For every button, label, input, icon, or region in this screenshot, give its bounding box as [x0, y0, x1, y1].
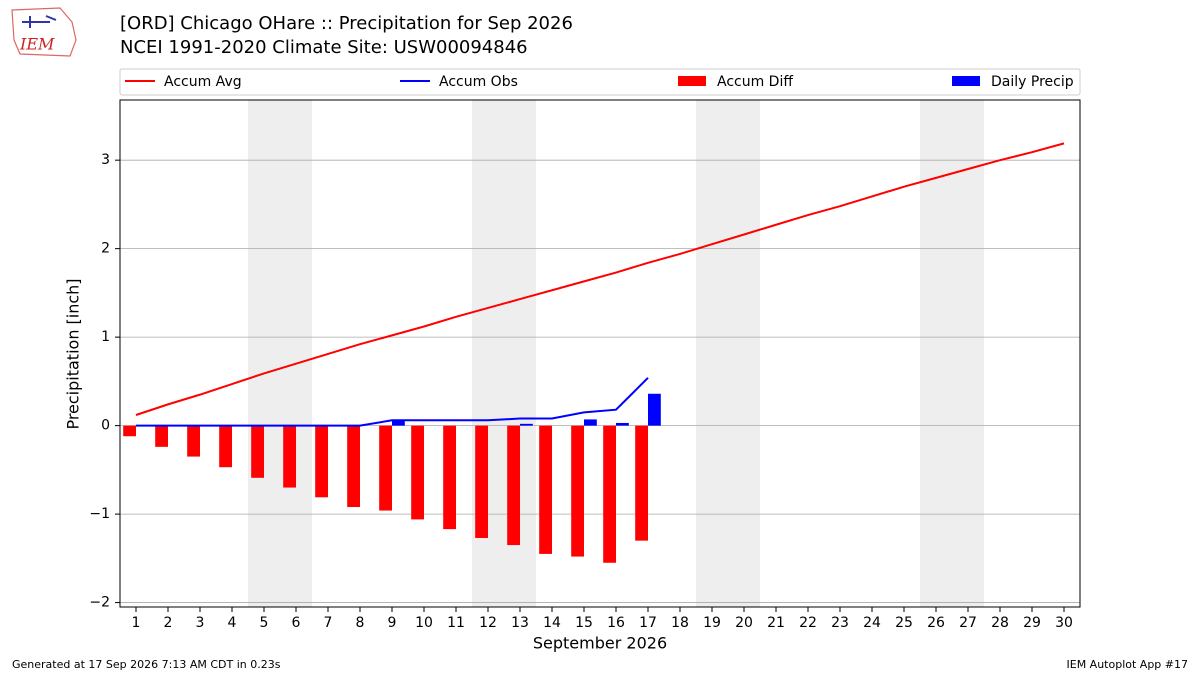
- bar: [187, 425, 200, 457]
- legend-label: Daily Precip: [991, 74, 1074, 90]
- x-tick-label: 17: [639, 615, 657, 631]
- y-tick-label: 2: [101, 241, 110, 257]
- logo-text: IEM: [19, 35, 55, 54]
- x-tick-label: 22: [799, 615, 817, 631]
- x-tick-label: 2: [164, 615, 173, 631]
- line: [136, 377, 649, 427]
- x-tick-label: 25: [895, 615, 913, 631]
- x-tick-label: 3: [196, 615, 205, 631]
- x-tick-label: 12: [479, 615, 497, 631]
- x-tick-label: 24: [863, 615, 881, 631]
- bar: [347, 425, 360, 508]
- bar: [392, 420, 405, 426]
- x-tick-label: 28: [991, 615, 1009, 631]
- bar: [648, 393, 661, 426]
- legend-label: Accum Diff: [717, 74, 793, 90]
- x-tick-label: 1: [132, 615, 141, 631]
- bar: [379, 425, 392, 511]
- footer-left: Generated at 17 Sep 2026 7:13 AM CDT in …: [12, 658, 281, 671]
- x-tick-label: 27: [959, 615, 977, 631]
- legend-label: Accum Avg: [164, 74, 242, 90]
- x-tick-label: 21: [767, 615, 785, 631]
- weekend-shade: [920, 100, 984, 607]
- bar: [616, 422, 629, 426]
- x-tick-label: 10: [415, 615, 433, 631]
- chart-title: [ORD] Chicago OHare :: Precipitation for…: [120, 13, 573, 34]
- x-tick-label: 19: [703, 615, 721, 631]
- bar: [635, 425, 648, 541]
- y-tick-label: 0: [101, 418, 110, 434]
- bar: [155, 425, 168, 447]
- bar: [475, 425, 488, 538]
- y-tick-label: 1: [101, 329, 110, 345]
- plot-frame: [119, 99, 1081, 608]
- chart-subtitle: NCEI 1991-2020 Climate Site: USW00094846: [120, 37, 528, 58]
- bar: [123, 425, 136, 437]
- x-tick-label: 4: [228, 615, 237, 631]
- x-tick-label: 18: [671, 615, 689, 631]
- bar: [283, 425, 296, 488]
- x-tick-label: 7: [324, 615, 333, 631]
- bar: [571, 425, 584, 557]
- y-tick-label: 3: [101, 152, 110, 168]
- bar: [507, 425, 520, 546]
- x-tick-label: 16: [607, 615, 625, 631]
- footer-right: IEM Autoplot App #17: [1067, 658, 1189, 671]
- bar: [315, 425, 328, 498]
- x-tick-label: 6: [292, 615, 301, 631]
- legend: [119, 68, 1081, 96]
- bar: [443, 425, 456, 530]
- x-tick-label: 15: [575, 615, 593, 631]
- x-tick-label: 5: [260, 615, 269, 631]
- y-tick-label: −2: [89, 595, 110, 611]
- weekend-shade: [696, 100, 760, 607]
- x-tick-label: 9: [388, 615, 397, 631]
- y-tick-label: −1: [89, 506, 110, 522]
- x-tick-label: 11: [447, 615, 465, 631]
- x-tick-label: 14: [543, 615, 561, 631]
- bar: [539, 425, 552, 554]
- y-axis-label: Precipitation [inch]: [64, 278, 83, 429]
- x-tick-label: 30: [1055, 615, 1073, 631]
- logo: IEM: [11, 7, 77, 57]
- line: [135, 142, 1065, 416]
- bar: [520, 423, 533, 426]
- bar: [603, 425, 616, 563]
- bar: [411, 425, 424, 520]
- legend-swatch: [952, 76, 980, 86]
- x-tick-label: 13: [511, 615, 529, 631]
- x-tick-label: 23: [831, 615, 849, 631]
- bar: [584, 419, 597, 426]
- weekend-shade: [248, 100, 312, 607]
- x-tick-label: 29: [1023, 615, 1041, 631]
- bar: [251, 425, 264, 478]
- x-tick-label: 26: [927, 615, 945, 631]
- x-axis-label: September 2026: [533, 634, 667, 653]
- x-tick-label: 20: [735, 615, 753, 631]
- legend-swatch: [678, 76, 706, 86]
- legend-label: Accum Obs: [439, 74, 518, 90]
- bar: [219, 425, 232, 468]
- x-tick-label: 8: [356, 615, 365, 631]
